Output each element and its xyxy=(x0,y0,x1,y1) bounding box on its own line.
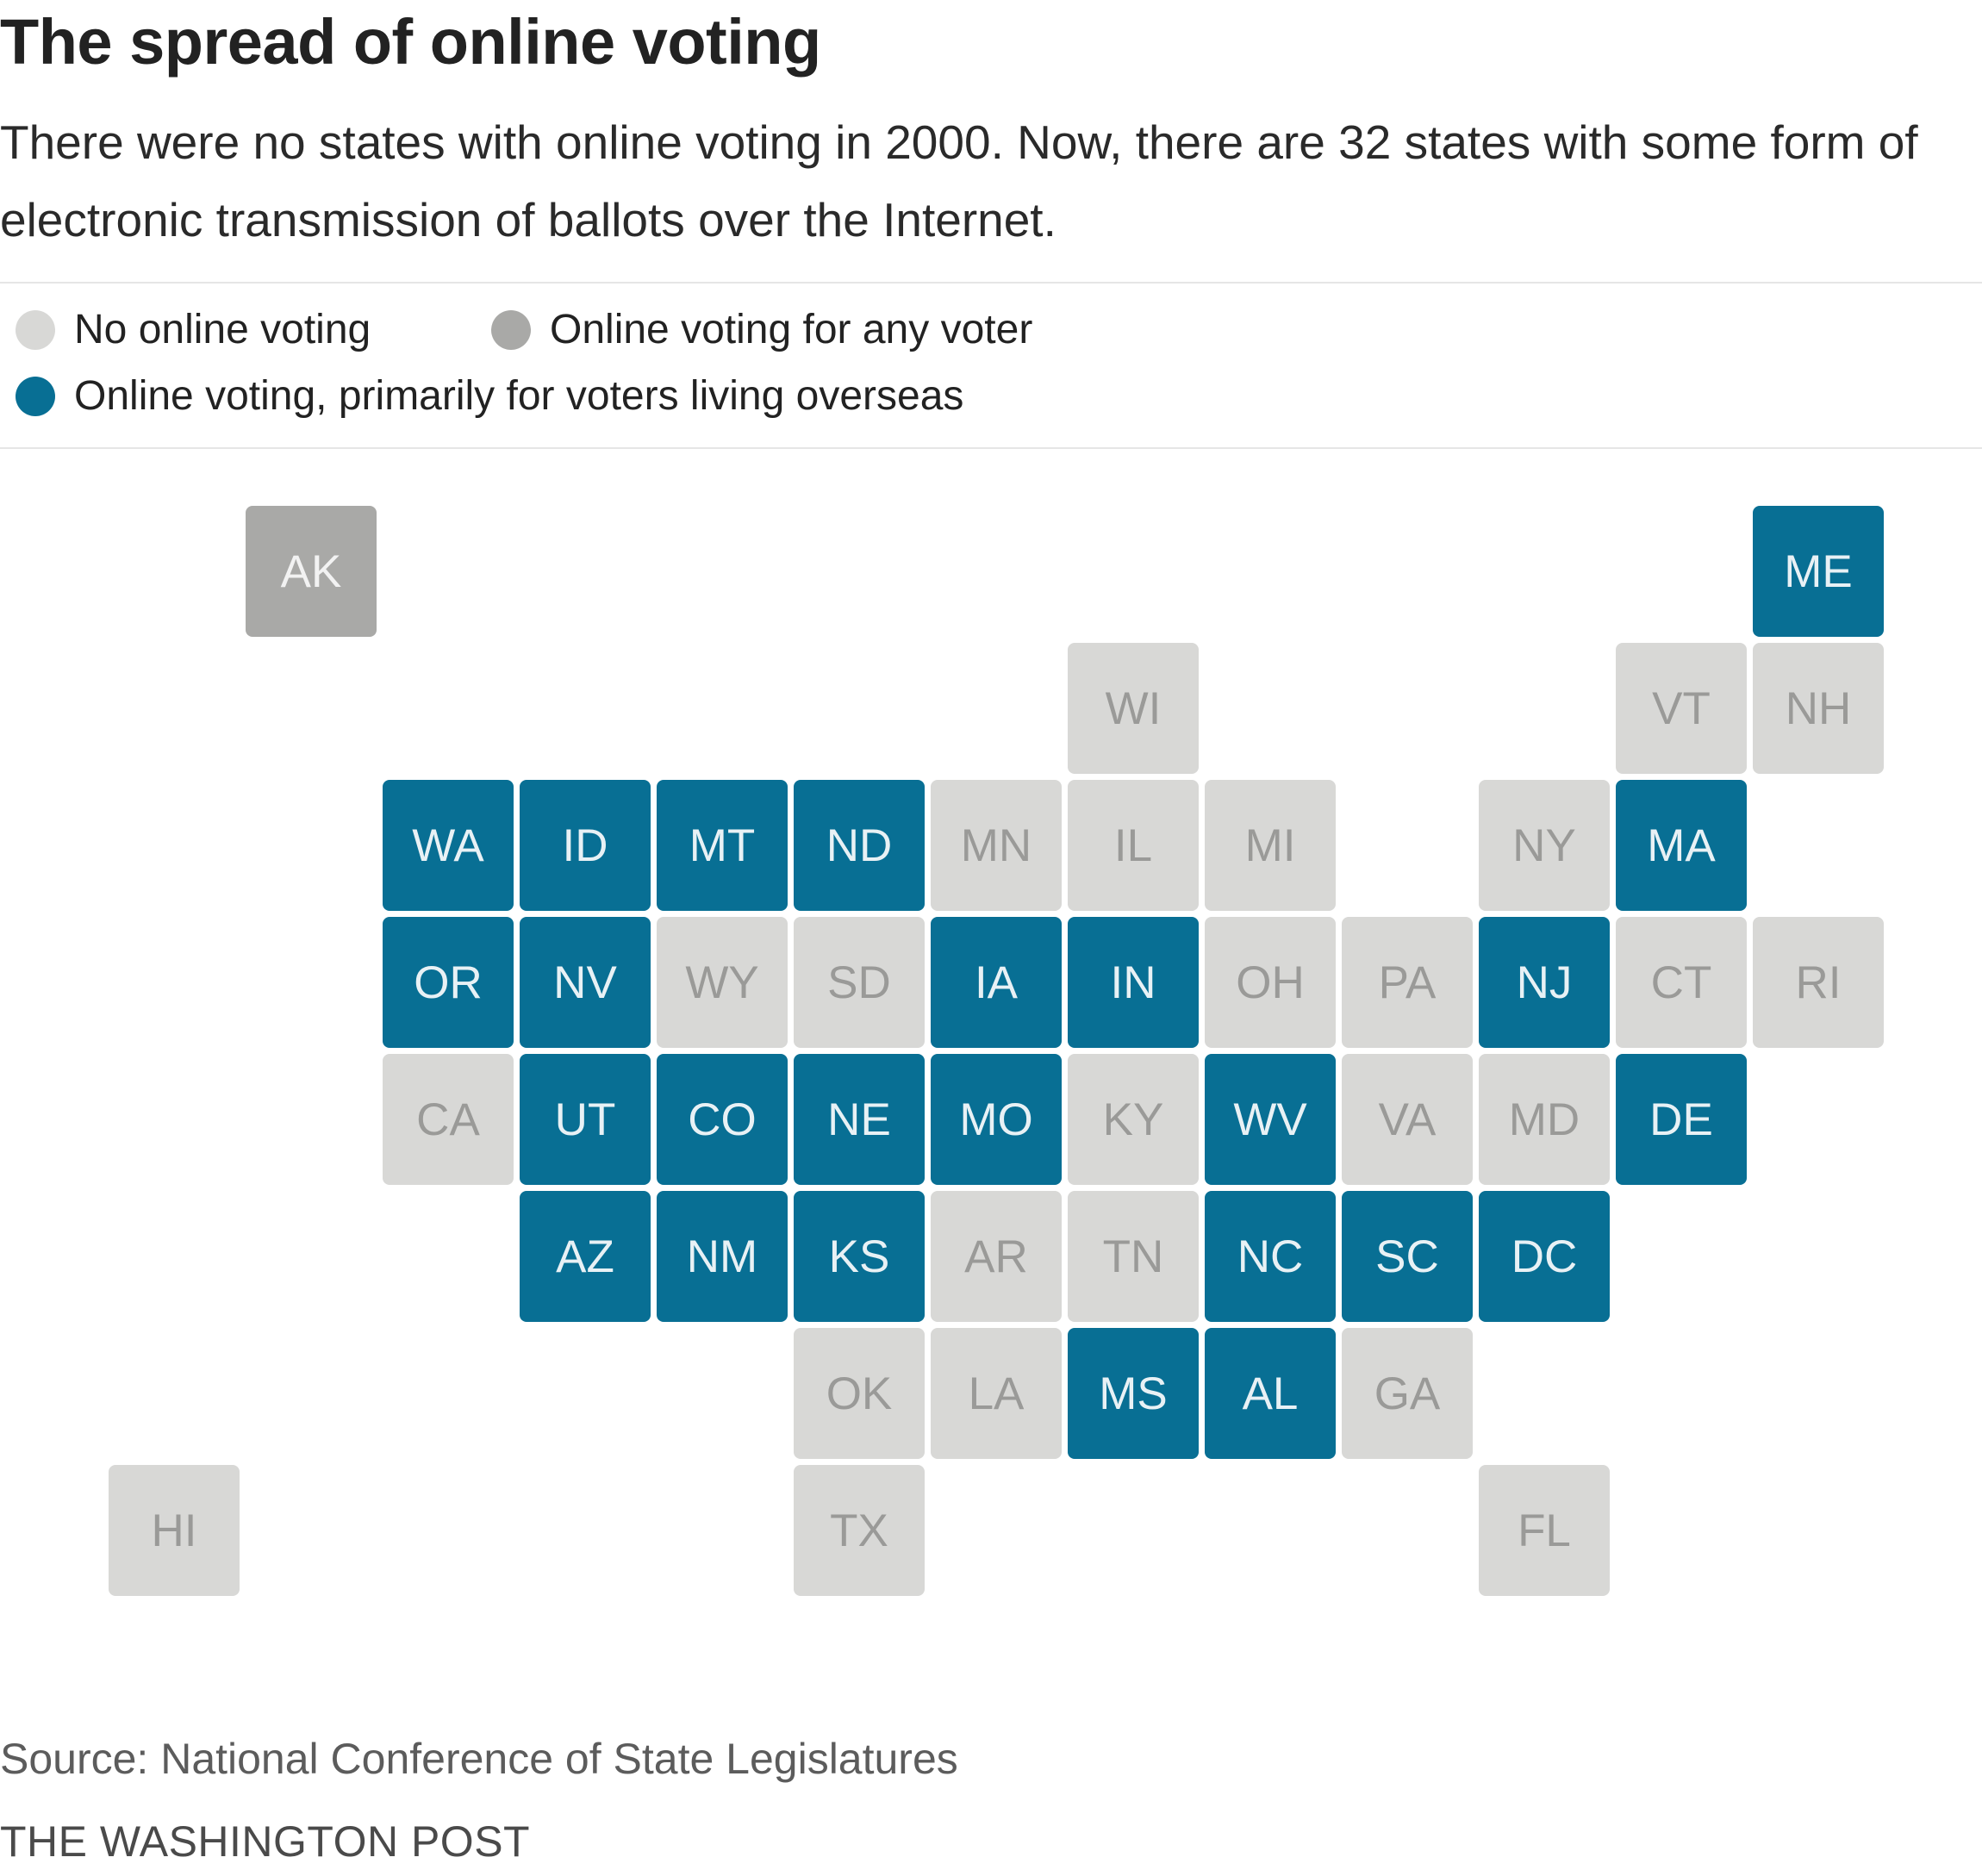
legend-item-online-voting-any-voter: Online voting for any voter xyxy=(491,306,1032,353)
publisher-credit: THE WASHINGTON POST xyxy=(0,1817,531,1866)
state-tile-nc: NC xyxy=(1205,1191,1336,1322)
chart-subtitle: There were no states with online voting … xyxy=(0,115,1918,246)
state-tile-co: CO xyxy=(657,1054,788,1185)
state-tile-mo: MO xyxy=(931,1054,1062,1185)
state-tile-nj: NJ xyxy=(1479,917,1610,1048)
state-tile-tx: TX xyxy=(794,1465,925,1596)
state-tile-ia: IA xyxy=(931,917,1062,1048)
state-tile-wi: WI xyxy=(1068,643,1199,774)
state-tile-mt: MT xyxy=(657,780,788,911)
state-tile-az: AZ xyxy=(520,1191,651,1322)
state-tile-nd: ND xyxy=(794,780,925,911)
state-tile-sd: SD xyxy=(794,917,925,1048)
state-tile-ks: KS xyxy=(794,1191,925,1322)
state-tile-mi: MI xyxy=(1205,780,1336,911)
state-tile-ky: KY xyxy=(1068,1054,1199,1185)
state-tile-ma: MA xyxy=(1616,780,1747,911)
state-tile-wa: WA xyxy=(383,780,514,911)
state-tile-la: LA xyxy=(931,1328,1062,1459)
state-tile-vt: VT xyxy=(1616,643,1747,774)
state-tile-va: VA xyxy=(1342,1054,1473,1185)
state-tile-tn: TN xyxy=(1068,1191,1199,1322)
state-tile-ms: MS xyxy=(1068,1328,1199,1459)
state-tile-id: ID xyxy=(520,780,651,911)
legend-swatch-none xyxy=(16,309,55,350)
legend-item-online-voting-overseas: Online voting, primarily for voters livi… xyxy=(16,372,963,420)
state-tile-dc: DC xyxy=(1479,1191,1610,1322)
state-tile-ut: UT xyxy=(520,1054,651,1185)
state-tile-nv: NV xyxy=(520,917,651,1048)
state-tile-ny: NY xyxy=(1479,780,1610,911)
legend-item-no-online-voting: No online voting xyxy=(16,306,371,353)
legend-top-divider xyxy=(0,282,1982,284)
state-tile-ca: CA xyxy=(383,1054,514,1185)
state-tile-wy: WY xyxy=(657,917,788,1048)
state-tile-me: ME xyxy=(1753,506,1884,637)
legend-label-any: Online voting for any voter xyxy=(550,307,1033,352)
state-tile-mn: MN xyxy=(931,780,1062,911)
state-tile-nh: NH xyxy=(1753,643,1884,774)
state-tile-ar: AR xyxy=(931,1191,1062,1322)
state-tile-oh: OH xyxy=(1205,917,1336,1048)
state-tile-or: OR xyxy=(383,917,514,1048)
state-tile-pa: PA xyxy=(1342,917,1473,1048)
state-tile-wv: WV xyxy=(1205,1054,1336,1185)
legend-swatch-any xyxy=(491,309,531,350)
state-tile-ak: AK xyxy=(246,506,377,637)
state-tile-ri: RI xyxy=(1753,917,1884,1048)
state-tile-hi: HI xyxy=(109,1465,240,1596)
state-tile-sc: SC xyxy=(1342,1191,1473,1322)
legend-bottom-divider xyxy=(0,447,1982,449)
state-tile-in: IN xyxy=(1068,917,1199,1048)
state-tile-ct: CT xyxy=(1616,917,1747,1048)
state-tile-md: MD xyxy=(1479,1054,1610,1185)
state-tile-fl: FL xyxy=(1479,1465,1610,1596)
state-tile-il: IL xyxy=(1068,780,1199,911)
source-note: Source: National Conference of State Leg… xyxy=(0,1735,958,1783)
state-tile-ok: OK xyxy=(794,1328,925,1459)
legend-swatch-overseas xyxy=(16,376,55,416)
legend-label-overseas: Online voting, primarily for voters livi… xyxy=(74,373,964,419)
state-tile-nm: NM xyxy=(657,1191,788,1322)
state-tile-ne: NE xyxy=(794,1054,925,1185)
legend-label-none: No online voting xyxy=(74,307,371,352)
chart-title: The spread of online voting xyxy=(0,6,821,78)
state-tile-de: DE xyxy=(1616,1054,1747,1185)
state-tile-ga: GA xyxy=(1342,1328,1473,1459)
state-tile-al: AL xyxy=(1205,1328,1336,1459)
